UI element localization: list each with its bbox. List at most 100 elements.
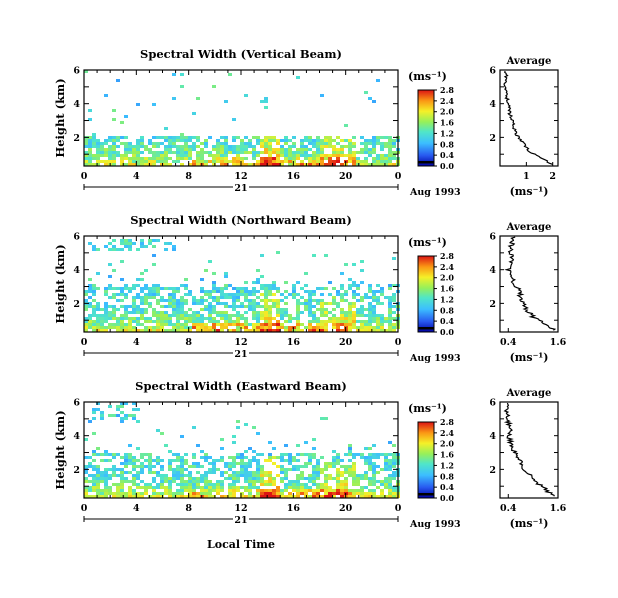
heatmap-cell bbox=[252, 287, 256, 290]
heatmap-cell bbox=[128, 329, 132, 332]
heatmap-cell bbox=[260, 323, 264, 326]
colorbar-tick-label: 2.8 bbox=[440, 85, 454, 95]
heatmap-cell bbox=[376, 471, 380, 474]
heatmap-cell bbox=[124, 326, 128, 329]
heatmap-cell bbox=[180, 302, 184, 305]
heatmap-cell bbox=[364, 139, 368, 142]
heatmap-cell bbox=[216, 148, 220, 151]
heatmap-cell bbox=[328, 320, 332, 323]
heatmap-cell bbox=[152, 103, 156, 106]
heatmap-cell bbox=[244, 456, 248, 459]
heatmap-cell bbox=[388, 142, 392, 145]
heatmap-cell bbox=[216, 459, 220, 462]
heatmap-cell bbox=[352, 157, 356, 160]
heatmap-cell bbox=[120, 163, 124, 166]
heatmap-cell bbox=[364, 151, 368, 154]
heatmap-cell bbox=[388, 477, 392, 480]
heatmap-cell bbox=[380, 468, 384, 471]
heatmap-cell bbox=[92, 465, 96, 468]
heatmap-cell bbox=[172, 160, 176, 163]
heatmap-cell bbox=[296, 486, 300, 489]
heatmap-cell bbox=[272, 284, 276, 287]
heatmap-cell bbox=[120, 405, 124, 408]
heatmap-cell bbox=[84, 160, 88, 163]
heatmap-cell bbox=[312, 320, 316, 323]
heatmap-cell bbox=[272, 151, 276, 154]
heatmap-cell bbox=[88, 142, 92, 145]
heatmap-cell bbox=[356, 483, 360, 486]
heatmap-cell bbox=[108, 405, 112, 408]
heatmap-cell bbox=[340, 284, 344, 287]
heatmap-cell bbox=[88, 314, 92, 317]
heatmap-cell bbox=[244, 311, 248, 314]
heatmap-cell bbox=[200, 326, 204, 329]
heatmap-cell bbox=[296, 308, 300, 311]
heatmap-cell bbox=[180, 85, 184, 88]
heatmap-cell bbox=[216, 492, 220, 495]
heatmap-cell bbox=[292, 329, 296, 332]
heatmap-cell bbox=[304, 462, 308, 465]
heatmap-cell bbox=[376, 317, 380, 320]
heatmap-cell bbox=[328, 477, 332, 480]
heatmap-cell bbox=[296, 465, 300, 468]
heatmap-cell bbox=[92, 311, 96, 314]
heatmap-cell bbox=[320, 160, 324, 163]
heatmap-cell bbox=[308, 486, 312, 489]
heatmap-cell bbox=[296, 305, 300, 308]
heatmap-cell bbox=[188, 308, 192, 311]
heatmap-cell bbox=[260, 489, 264, 492]
heatmap-cell bbox=[216, 483, 220, 486]
heatmap-cell bbox=[112, 142, 116, 145]
heatmap-cell bbox=[284, 151, 288, 154]
heatmap-cell bbox=[364, 148, 368, 151]
heatmap-cell bbox=[192, 426, 196, 429]
heatmap-cell bbox=[260, 453, 264, 456]
heatmap-cell bbox=[208, 480, 212, 483]
heatmap-cell bbox=[224, 145, 228, 148]
heatmap-cell bbox=[268, 308, 272, 311]
colorbar-tick-label: 1.2 bbox=[440, 128, 454, 138]
heatmap-cell bbox=[316, 160, 320, 163]
heatmap-cell bbox=[212, 468, 216, 471]
heatmap-cell bbox=[108, 151, 112, 154]
heatmap-cell bbox=[148, 483, 152, 486]
heatmap-cell bbox=[84, 471, 88, 474]
heatmap-cell bbox=[304, 154, 308, 157]
heatmap-cell bbox=[264, 302, 268, 305]
heatmap-cell bbox=[352, 151, 356, 154]
heatmap-cell bbox=[124, 402, 128, 405]
heatmap-cell bbox=[136, 492, 140, 495]
heatmap-cell bbox=[280, 139, 284, 142]
avg-y-tick-label: 6 bbox=[489, 232, 496, 243]
heatmap-cell bbox=[120, 305, 124, 308]
heatmap-cell bbox=[288, 326, 292, 329]
heatmap-cell bbox=[172, 459, 176, 462]
heatmap-cell bbox=[284, 495, 288, 498]
heatmap-cell bbox=[268, 299, 272, 302]
heatmap-cell bbox=[228, 293, 232, 296]
heatmap-cell bbox=[284, 314, 288, 317]
heatmap-cell bbox=[180, 471, 184, 474]
heatmap-cell bbox=[260, 160, 264, 163]
heatmap-cell bbox=[140, 145, 144, 148]
heatmap-cell bbox=[256, 462, 260, 465]
heatmap-cell bbox=[268, 314, 272, 317]
heatmap-cell bbox=[268, 157, 272, 160]
heatmap-cell bbox=[284, 157, 288, 160]
heatmap-cell bbox=[220, 326, 224, 329]
heatmap-cell bbox=[148, 471, 152, 474]
heatmap-cell bbox=[264, 495, 268, 498]
heatmap-cell bbox=[132, 242, 136, 245]
heatmap-cell bbox=[368, 296, 372, 299]
heatmap-cell bbox=[136, 477, 140, 480]
heatmap-cell bbox=[244, 293, 248, 296]
heatmap-cell bbox=[124, 471, 128, 474]
heatmap-cell bbox=[208, 468, 212, 471]
heatmap-cell bbox=[92, 139, 96, 142]
heatmap-cell bbox=[280, 477, 284, 480]
heatmap-cell bbox=[192, 486, 196, 489]
heatmap-cell bbox=[248, 462, 252, 465]
heatmap-cell bbox=[276, 495, 280, 498]
heatmap-cell bbox=[128, 248, 132, 251]
heatmap-cell bbox=[136, 483, 140, 486]
